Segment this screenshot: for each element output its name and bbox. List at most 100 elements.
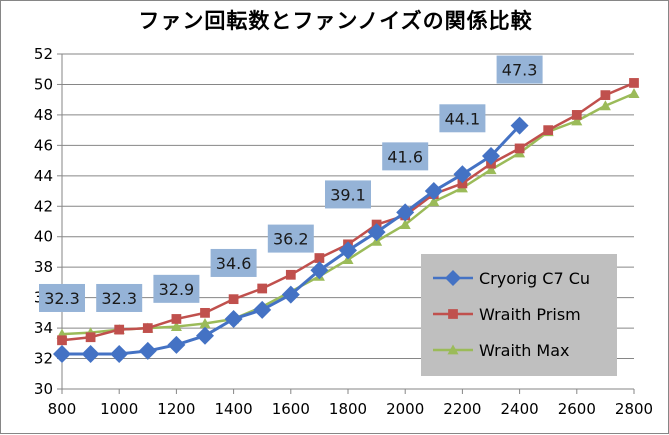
cryorig-c7-cu-point bbox=[367, 223, 386, 242]
legend-swatch-marker bbox=[445, 270, 461, 286]
cryorig-c7-cu-point bbox=[253, 300, 272, 319]
data-labels: 32.3 32.3 32.9 34.6 36.2 39.1 41.6 44.1 47.3 bbox=[39, 55, 543, 312]
data-label-text: 34.6 bbox=[216, 254, 252, 273]
data-label-box bbox=[382, 142, 429, 171]
cryorig-c7-cu-point bbox=[339, 241, 357, 260]
data-label-text: 41.6 bbox=[387, 147, 423, 166]
data-label-1000: 32.3 bbox=[96, 283, 143, 312]
x-tick-label-1800: 1800 bbox=[329, 400, 367, 418]
x-tick-label-2200: 2200 bbox=[443, 400, 481, 418]
wraith-prism-point bbox=[457, 178, 468, 189]
cryorig-c7-cu-point bbox=[510, 116, 529, 135]
cryorig-c7-cu-point bbox=[196, 326, 214, 345]
wraith-prism-point bbox=[57, 335, 67, 346]
y-tick-label-30: 30 bbox=[34, 380, 53, 398]
y-tick-label-50: 50 bbox=[34, 75, 53, 93]
cryorig-c7-cu-point bbox=[138, 341, 157, 360]
cryorig-c7-cu-point bbox=[167, 335, 186, 354]
legend-item-wraith-max: Wraith Max bbox=[433, 341, 570, 360]
x-tick-label-2800: 2800 bbox=[615, 400, 653, 418]
x-tick-label-800: 800 bbox=[48, 400, 77, 418]
x-axis-tick-labels: 800 1000 1200 1400 1600 1800 2000 2200 2400 2600 2… bbox=[48, 400, 653, 418]
data-label-box bbox=[210, 248, 257, 277]
wraith-prism-point bbox=[171, 314, 182, 324]
x-tick-label-1400: 1400 bbox=[215, 400, 253, 418]
wraith-prism-point bbox=[314, 253, 325, 263]
wraith-max-point bbox=[170, 321, 182, 331]
cryorig-c7-cu-point bbox=[281, 285, 300, 304]
x-tick-label-1200: 1200 bbox=[157, 400, 195, 418]
y-tick-label-48: 48 bbox=[34, 106, 53, 124]
data-label-800: 32.3 bbox=[39, 283, 85, 312]
wraith-prism-point bbox=[629, 78, 639, 88]
data-label-1600: 36.2 bbox=[267, 224, 314, 253]
wraith-prism-point bbox=[257, 283, 268, 294]
legend: Cryorig C7 Cu Wraith Prism Wraith Max bbox=[421, 254, 617, 376]
cryorig-c7-cu-point bbox=[53, 344, 71, 363]
data-label-1800: 39.1 bbox=[325, 180, 371, 209]
data-label-box bbox=[39, 283, 85, 312]
x-tick-label-1600: 1600 bbox=[272, 400, 310, 418]
data-label-box bbox=[325, 180, 371, 209]
x-tick-label-2600: 2600 bbox=[558, 400, 596, 418]
wraith-prism-point bbox=[85, 332, 96, 343]
y-axis-tick-labels: 303234363840424446485052 bbox=[34, 45, 53, 398]
data-label-text: 32.9 bbox=[159, 280, 195, 299]
cryorig-c7-cu-point bbox=[482, 147, 500, 166]
data-label-box bbox=[496, 55, 543, 84]
data-label-box bbox=[153, 274, 200, 303]
y-tick-label-32: 32 bbox=[34, 350, 53, 368]
data-label-2000: 41.6 bbox=[382, 142, 429, 171]
data-label-2400: 47.3 bbox=[496, 55, 543, 84]
wraith-prism-point bbox=[142, 323, 153, 333]
y-tick-label-52: 52 bbox=[34, 45, 53, 63]
wraith-prism-point bbox=[571, 110, 582, 120]
wraith-prism-point bbox=[600, 90, 611, 100]
data-label-text: 47.3 bbox=[502, 61, 538, 80]
wraith-max-point bbox=[428, 196, 440, 207]
legend-swatch-marker bbox=[448, 309, 458, 319]
wraith-max-point bbox=[485, 164, 497, 175]
wraith-prism-point bbox=[543, 125, 554, 136]
wraith-max-point bbox=[199, 317, 211, 328]
data-label-text: 32.3 bbox=[101, 289, 137, 308]
data-label-2200: 44.1 bbox=[439, 104, 486, 133]
legend-item-cryorig-c7-cu: Cryorig C7 Cu bbox=[433, 269, 590, 288]
cryorig-c7-cu-point bbox=[224, 309, 243, 328]
wraith-max-point bbox=[628, 88, 640, 99]
y-tick-label-46: 46 bbox=[34, 136, 53, 154]
data-label-text: 32.3 bbox=[44, 289, 80, 308]
cryorig-c7-cu-point bbox=[396, 203, 415, 222]
wraith-max-point bbox=[399, 219, 411, 229]
data-label-box bbox=[267, 224, 314, 253]
wraith-prism-point bbox=[514, 143, 525, 154]
legend-label: Wraith Prism bbox=[479, 305, 581, 324]
data-label-1200: 32.9 bbox=[153, 274, 200, 303]
y-tick-label-34: 34 bbox=[34, 319, 53, 337]
legend-swatch-marker bbox=[447, 344, 459, 355]
data-label-text: 36.2 bbox=[273, 230, 309, 249]
data-label-text: 44.1 bbox=[445, 109, 481, 128]
cryorig-c7-cu-point bbox=[424, 182, 443, 201]
x-tick-label-1000: 1000 bbox=[100, 400, 138, 418]
cryorig-c7-cu-point bbox=[110, 344, 129, 363]
cryorig-c7-cu-point bbox=[81, 344, 100, 363]
wraith-prism-point bbox=[228, 294, 239, 305]
data-label-box bbox=[439, 104, 486, 133]
wraith-prism-point bbox=[285, 269, 296, 280]
chart-title: ファン回転数とファンノイズの関係比較 bbox=[138, 9, 533, 33]
legend-item-wraith-prism: Wraith Prism bbox=[433, 305, 581, 324]
y-tick-label-44: 44 bbox=[34, 167, 53, 185]
cryorig-c7-cu-point bbox=[453, 165, 472, 184]
y-tick-label-42: 42 bbox=[34, 197, 53, 215]
series-group bbox=[53, 78, 640, 363]
y-tick-label-38: 38 bbox=[34, 258, 53, 276]
x-tick-label-2000: 2000 bbox=[386, 400, 424, 418]
wraith-prism-point bbox=[114, 324, 125, 335]
legend-label: Wraith Max bbox=[479, 341, 570, 360]
data-label-text: 39.1 bbox=[330, 185, 366, 204]
wraith-prism-point bbox=[200, 307, 210, 318]
legend-label: Cryorig C7 Cu bbox=[479, 269, 590, 288]
